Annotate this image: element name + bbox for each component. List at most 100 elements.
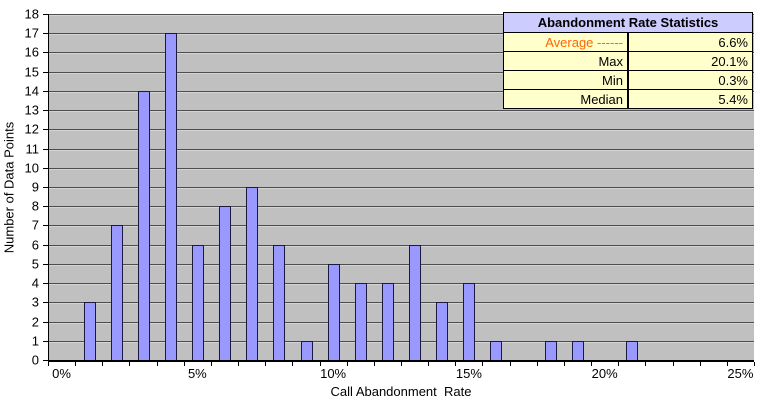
x-tick-mark xyxy=(238,362,240,366)
y-tick-label: 2 xyxy=(31,314,39,330)
histogram-bar xyxy=(300,340,313,360)
y-tick-mark xyxy=(43,90,48,92)
stat-label: Max xyxy=(503,51,629,71)
x-tick-mark xyxy=(754,362,755,366)
x-tick-mark xyxy=(726,362,728,366)
stats-table: Abandonment Rate Statistics Average ----… xyxy=(503,12,753,109)
y-tick-mark xyxy=(43,244,48,246)
x-tick-mark xyxy=(699,362,701,366)
x-tick-mark xyxy=(129,362,131,366)
y-tick-mark xyxy=(43,129,48,131)
x-tick-label: 0% xyxy=(52,366,71,381)
y-tick-label: 12 xyxy=(24,121,39,137)
x-tick-mark xyxy=(672,362,674,366)
y-tick-label: 17 xyxy=(24,25,39,41)
y-tick-mark xyxy=(43,263,48,265)
y-tick-mark xyxy=(43,71,48,73)
y-tick-label: 3 xyxy=(31,294,39,310)
y-tick-label: 7 xyxy=(31,217,39,233)
y-tick-label: 13 xyxy=(24,102,39,118)
stat-label: Min xyxy=(503,70,629,90)
y-tick-label: 11 xyxy=(25,141,40,157)
y-tick-mark xyxy=(43,225,48,227)
histogram-bar xyxy=(571,340,584,360)
y-tick-mark xyxy=(43,110,48,112)
histogram-bar xyxy=(544,340,557,360)
x-tick-mark xyxy=(75,362,77,366)
histogram-bar xyxy=(354,283,367,360)
y-tick-mark xyxy=(43,206,48,208)
stats-row: Average ------ 6.6% xyxy=(503,32,753,52)
gridline xyxy=(49,14,754,15)
x-tick-mark xyxy=(156,362,158,366)
y-tick-mark xyxy=(43,148,48,150)
histogram-bar xyxy=(219,206,232,360)
histogram-bar xyxy=(246,187,259,360)
y-tick-mark xyxy=(43,52,48,54)
gridline xyxy=(49,263,754,265)
x-axis: 0% 5% 10% 15% 20% 25% xyxy=(48,362,755,384)
x-tick-mark xyxy=(591,362,593,366)
gridline xyxy=(49,167,754,169)
gridline xyxy=(49,129,754,131)
y-tick-label: 5 xyxy=(31,256,39,272)
y-axis: 0 1 2 3 4 5 6 7 8 9 10 11 12 13 14 15 16 17 18 xyxy=(0,8,48,367)
histogram-bar xyxy=(327,263,340,360)
stats-row: Min 0.3% xyxy=(503,70,753,90)
x-tick-mark xyxy=(292,362,294,366)
y-tick-label: 18 xyxy=(24,6,39,22)
y-tick-mark xyxy=(43,340,48,342)
x-tick-mark xyxy=(645,362,647,366)
y-tick-label: 10 xyxy=(24,160,39,176)
gridline xyxy=(49,110,754,112)
stat-value: 20.1% xyxy=(627,51,753,71)
gridline xyxy=(49,283,754,285)
histogram-bar xyxy=(83,302,96,360)
histogram-bar xyxy=(165,33,178,360)
gridline xyxy=(49,244,754,246)
gridline xyxy=(49,321,754,323)
stats-row: Max 20.1% xyxy=(503,51,753,71)
histogram-bar xyxy=(381,283,394,360)
x-tick-mark xyxy=(455,362,457,366)
gridline xyxy=(49,71,754,73)
histogram-bar xyxy=(490,340,503,360)
y-tick-mark xyxy=(43,360,48,361)
y-tick-label: 0 xyxy=(31,352,39,368)
x-tick-mark xyxy=(509,362,511,366)
x-tick-label: 15% xyxy=(455,366,482,381)
y-tick-label: 6 xyxy=(31,237,39,253)
stats-table-header-row: Abandonment Rate Statistics xyxy=(503,12,753,33)
x-tick-label: 20% xyxy=(591,366,618,381)
x-axis-title: Call Abandonment Rate xyxy=(330,384,472,399)
x-tick-label: 25% xyxy=(727,366,754,381)
x-tick-mark xyxy=(102,362,104,366)
stat-label: Median xyxy=(503,89,629,109)
stats-row: Median 5.4% xyxy=(503,89,753,109)
histogram-bar xyxy=(273,244,286,360)
histogram-bar xyxy=(192,244,205,360)
y-tick-label: 15 xyxy=(24,64,39,80)
x-tick-mark xyxy=(210,362,212,366)
y-tick-label: 8 xyxy=(31,198,39,214)
y-tick-label: 1 xyxy=(31,333,39,349)
x-tick-label: 10% xyxy=(320,366,347,381)
y-tick-mark xyxy=(43,187,48,188)
y-tick-mark xyxy=(43,14,48,15)
x-tick-mark xyxy=(183,362,185,366)
x-tick-mark xyxy=(373,362,375,366)
x-tick-mark xyxy=(618,362,620,366)
histogram-bar xyxy=(110,225,123,360)
histogram-bar xyxy=(137,90,150,360)
x-tick-mark xyxy=(428,362,430,366)
gridline xyxy=(49,90,754,92)
histogram-bar xyxy=(436,302,449,360)
y-tick-mark xyxy=(43,321,48,323)
gridline xyxy=(49,206,754,208)
stat-label: Average ------ xyxy=(503,32,629,52)
gridline xyxy=(49,340,754,342)
x-tick-mark xyxy=(536,362,538,366)
x-tick-mark xyxy=(319,362,321,366)
stat-value: 6.6% xyxy=(627,32,753,52)
